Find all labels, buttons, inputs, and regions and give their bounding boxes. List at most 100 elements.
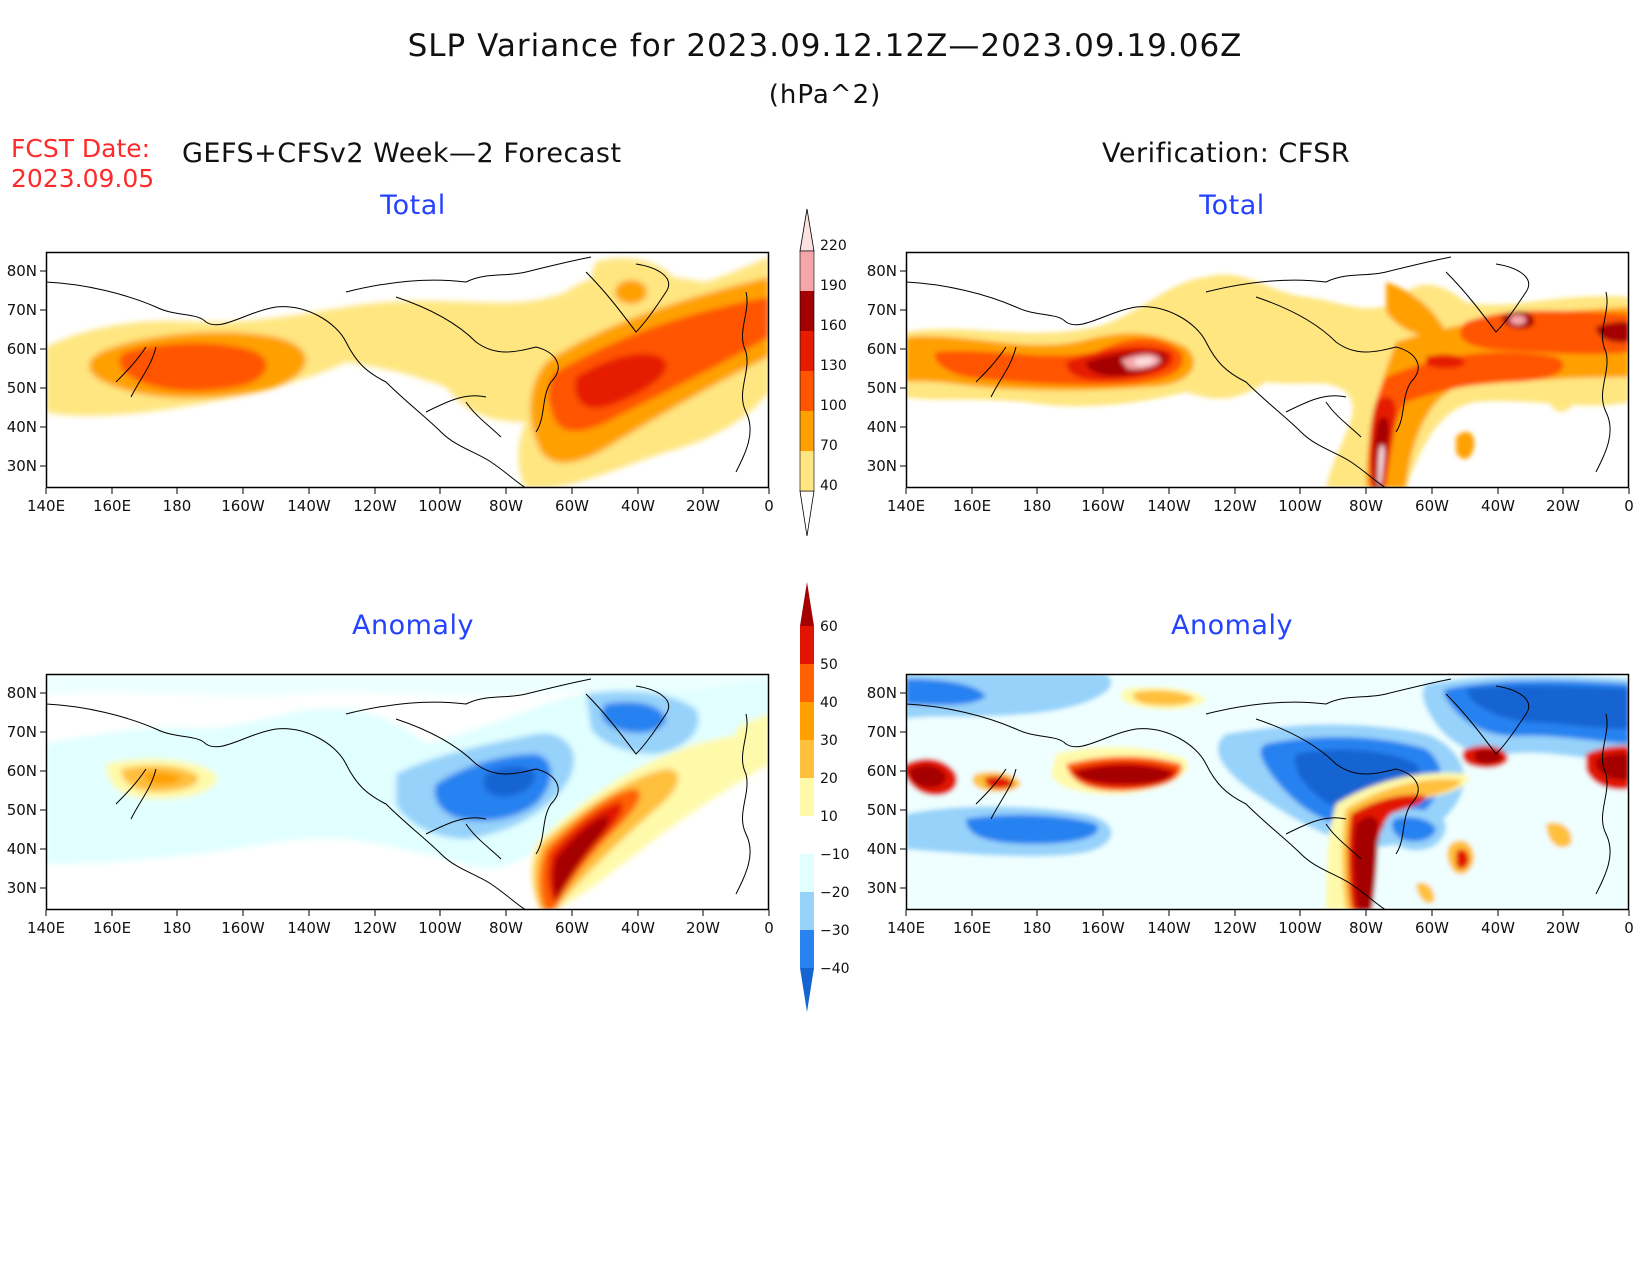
forecast-header: GEFS+CFSv2 Week—2 Forecast [182, 138, 622, 169]
lat-label: 40N [867, 840, 897, 858]
colorbar-label: −20 [820, 885, 850, 901]
figure-title: SLP Variance for 2023.09.12.12Z—2023.09.… [407, 28, 1243, 64]
colorbar-label: 10 [820, 809, 838, 825]
colorbar-label: 100 [820, 398, 847, 414]
colorbar-swatch [800, 702, 814, 740]
lon-label: 0 [764, 497, 774, 515]
lon-axis: 140E 160E 180 160W 140W 120W 100W 80W 60… [27, 910, 774, 937]
lon-label: 100W [418, 497, 462, 515]
colorbar-label: 70 [820, 438, 838, 454]
lat-axis: 80N 70N 60N 50N 40N 30N [7, 262, 46, 475]
lat-label: 70N [7, 723, 37, 741]
lat-label: 50N [867, 801, 897, 819]
forecast-anomaly-title: Anomaly [352, 610, 474, 641]
colorbar-swatch [800, 331, 814, 371]
lat-label: 70N [867, 301, 897, 319]
lon-label: 120W [1213, 497, 1257, 515]
colorbar-swatch [800, 854, 814, 892]
lon-label: 140E [887, 497, 925, 515]
lon-label: 160E [93, 497, 131, 515]
colorbar-label: −30 [820, 923, 850, 939]
lat-label: 50N [7, 379, 37, 397]
lon-label: 140E [887, 919, 925, 937]
lon-label: 180 [1023, 497, 1052, 515]
colorbar-swatch [800, 451, 814, 491]
lat-label: 60N [7, 762, 37, 780]
colorbar-label: 50 [820, 657, 838, 673]
lon-label: 180 [1023, 919, 1052, 937]
lat-label: 30N [7, 457, 37, 475]
colorbar-lower-end [800, 968, 814, 1012]
lat-label: 50N [867, 379, 897, 397]
lon-label: 140W [287, 497, 331, 515]
colorbar-label: 40 [820, 478, 838, 494]
lon-axis: 140E 160E 180 160W 140W 120W 100W 80W 60… [887, 488, 1634, 515]
lat-label: 60N [867, 762, 897, 780]
lon-axis: 140E 160E 180 160W 140W 120W 100W 80W 60… [27, 488, 774, 515]
lat-label: 30N [867, 879, 897, 897]
lat-axis: 80N 70N 60N 50N 40N 30N [867, 684, 906, 897]
lon-label: 80W [489, 497, 523, 515]
lon-label: 100W [1278, 919, 1322, 937]
lat-label: 70N [867, 723, 897, 741]
lon-label: 160E [953, 497, 991, 515]
colorbar-label: −40 [820, 961, 850, 977]
lon-label: 180 [163, 497, 192, 515]
colorbar-swatch [800, 411, 814, 451]
colorbar-swatch [800, 251, 814, 291]
colorbar-swatch [800, 816, 814, 854]
lon-label: 60W [555, 919, 589, 937]
lon-label: 140W [1147, 497, 1191, 515]
lat-axis: 80N 70N 60N 50N 40N 30N [867, 262, 906, 475]
lat-label: 30N [867, 457, 897, 475]
lat-label: 60N [7, 340, 37, 358]
lon-label: 20W [1546, 919, 1580, 937]
colorbar-swatch [800, 778, 814, 816]
colorbar-label: 30 [820, 733, 838, 749]
colorbar-label: −10 [820, 847, 850, 863]
lon-label: 100W [1278, 497, 1322, 515]
lat-label: 70N [7, 301, 37, 319]
lon-label: 40W [621, 919, 655, 937]
lon-label: 0 [764, 919, 774, 937]
verification-total-title: Total [1199, 190, 1265, 221]
colorbar-swatch [800, 626, 814, 664]
colorbar-label: 60 [820, 619, 838, 635]
lat-label: 80N [7, 684, 37, 702]
lat-label: 40N [7, 418, 37, 436]
colorbar-upper-end [799, 208, 815, 252]
lon-label: 140E [27, 919, 65, 937]
lon-label: 40W [1481, 497, 1515, 515]
colorbar-swatch [800, 664, 814, 702]
colorbar-lower-end [799, 490, 815, 537]
lon-label: 160W [221, 919, 265, 937]
fcst-date-label: FCST Date: [11, 134, 151, 163]
lat-label: 80N [867, 262, 897, 280]
lon-label: 20W [1546, 497, 1580, 515]
lon-label: 160E [953, 919, 991, 937]
colorbar-swatch [800, 371, 814, 411]
forecast-total-title: Total [380, 190, 446, 221]
colorbar-upper-end [800, 582, 814, 626]
lon-label: 0 [1624, 497, 1634, 515]
lon-label: 60W [555, 497, 589, 515]
forecast-anomaly-map: 80N 70N 60N 50N 40N 30N 140E 160E 180 16… [7, 673, 774, 937]
lon-label: 40W [1481, 919, 1515, 937]
colorbar-label: 130 [820, 358, 847, 374]
total-colorbar: 40 70 100 130 160 190 220 [799, 208, 847, 537]
lon-label: 0 [1624, 919, 1634, 937]
lat-label: 60N [867, 340, 897, 358]
lon-label: 20W [686, 497, 720, 515]
lon-label: 20W [686, 919, 720, 937]
colorbar-label: 190 [820, 278, 847, 294]
colorbar-label: 20 [820, 771, 838, 787]
lon-label: 140E [27, 497, 65, 515]
colorbar-label: 40 [820, 695, 838, 711]
lon-label: 80W [489, 919, 523, 937]
lon-label: 120W [353, 497, 397, 515]
lat-axis: 80N 70N 60N 50N 40N 30N [7, 684, 46, 897]
lon-label: 60W [1415, 497, 1449, 515]
lon-label: 160W [221, 497, 265, 515]
colorbar-swatch [800, 930, 814, 968]
colorbar-swatch [800, 740, 814, 778]
